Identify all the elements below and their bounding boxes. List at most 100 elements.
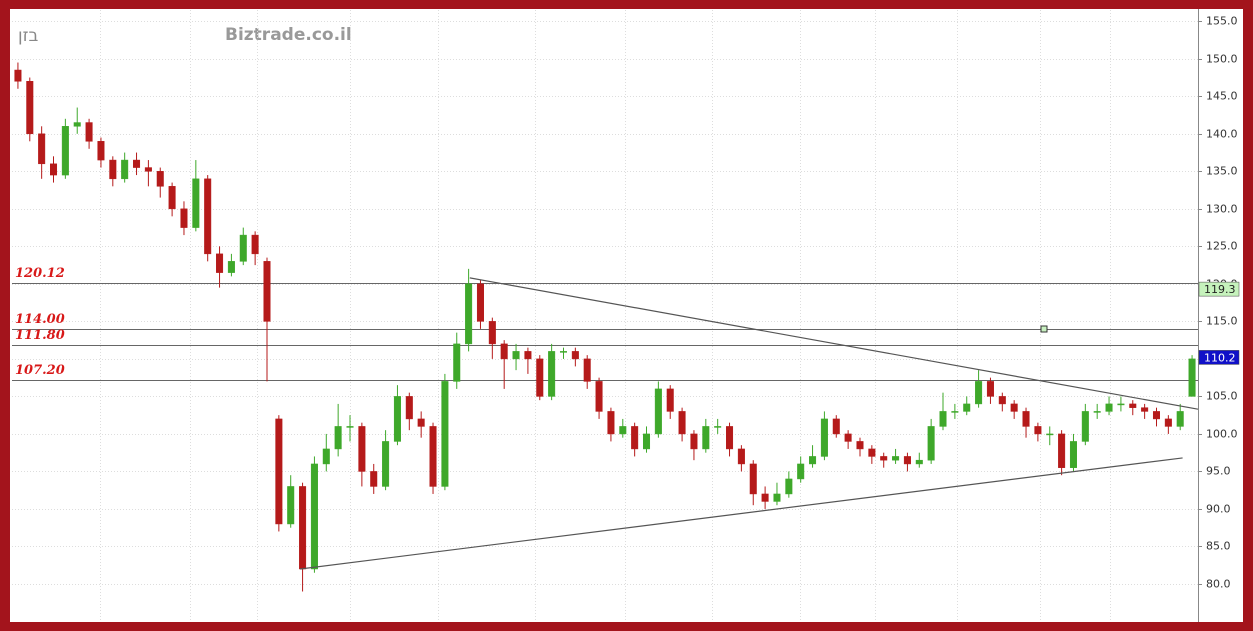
candle-body xyxy=(678,411,686,435)
candle-body xyxy=(939,411,947,427)
y-tick-label: 145.0 xyxy=(1206,90,1238,103)
candle-body xyxy=(239,234,247,262)
candle-body xyxy=(951,411,959,413)
candle-body xyxy=(1058,433,1066,468)
candle-body xyxy=(1152,411,1161,420)
candle-body xyxy=(251,234,259,255)
candle-body xyxy=(73,122,81,127)
candle-body xyxy=(1129,403,1137,408)
candle-body xyxy=(524,351,532,360)
candle-body xyxy=(832,418,840,435)
candle-body xyxy=(1117,403,1125,406)
trend-line xyxy=(300,457,1183,570)
candle-body xyxy=(559,351,568,353)
candle-body xyxy=(820,418,828,457)
price-tag-label: 110.2 xyxy=(1204,351,1236,364)
candle-body xyxy=(85,122,93,142)
candle-body xyxy=(915,459,923,465)
candle-body xyxy=(49,163,58,176)
chart-background xyxy=(10,9,1243,622)
candle-body xyxy=(1141,407,1149,412)
price-tag xyxy=(1198,350,1240,365)
level-label: 120.12 xyxy=(15,266,65,281)
level-label: 107.20 xyxy=(15,363,65,378)
candle-body xyxy=(275,418,283,525)
y-tick-label: 100.0 xyxy=(1206,428,1238,441)
y-tick-label: 85.0 xyxy=(1206,540,1231,553)
candle-body xyxy=(405,396,413,420)
level-label: 114.00 xyxy=(15,312,65,327)
candle-body xyxy=(465,283,473,345)
candle-body xyxy=(998,396,1006,405)
candle-body xyxy=(749,463,757,495)
candle-body xyxy=(702,426,710,450)
candle-body xyxy=(488,321,496,345)
candle-body xyxy=(216,253,224,273)
candle-body xyxy=(38,133,46,165)
candle-body xyxy=(476,283,484,322)
candle-body xyxy=(737,448,745,465)
candle-body xyxy=(868,448,876,457)
candle-body xyxy=(809,456,817,465)
candle-body xyxy=(299,486,307,570)
candle-body xyxy=(192,178,200,228)
candle-body xyxy=(690,433,698,450)
y-tick-label: 80.0 xyxy=(1206,578,1231,591)
candle-body xyxy=(1069,441,1077,468)
level-label: 111.80 xyxy=(15,328,65,343)
price-tag xyxy=(1198,281,1240,297)
candle-body xyxy=(393,396,401,442)
candle-body xyxy=(1105,403,1113,412)
y-tick-label: 90.0 xyxy=(1206,503,1231,516)
candle-body xyxy=(322,448,330,465)
candle-body xyxy=(1081,411,1089,442)
candle-body xyxy=(121,159,129,180)
candle-body xyxy=(263,261,271,322)
y-tick-label: 105.0 xyxy=(1206,390,1238,403)
chart-title: בזן xyxy=(18,26,39,46)
candle-body xyxy=(571,351,579,360)
candle-body xyxy=(856,441,864,450)
candle-body xyxy=(595,381,603,412)
candle-body xyxy=(903,456,911,465)
candle-body xyxy=(892,456,900,461)
candle-body xyxy=(666,388,674,412)
candle-body xyxy=(346,426,354,428)
candle-body xyxy=(180,208,188,228)
candle-body xyxy=(583,358,591,382)
y-tick-label: 150.0 xyxy=(1206,53,1238,66)
candle-body xyxy=(1188,358,1196,397)
candle-body xyxy=(1046,433,1054,436)
candle-body xyxy=(1164,418,1172,427)
y-tick-label: 155.0 xyxy=(1206,15,1238,28)
y-tick-label: 115.0 xyxy=(1206,315,1238,328)
candle-body xyxy=(500,343,508,360)
candle-body xyxy=(97,141,105,161)
y-tick-label: 95.0 xyxy=(1206,465,1231,478)
candle-body xyxy=(785,478,793,495)
price-tag-label: 119.3 xyxy=(1204,283,1236,296)
candle-body xyxy=(429,426,437,487)
candle-body xyxy=(1022,411,1030,427)
trend-line xyxy=(469,277,1199,410)
candle-body xyxy=(334,426,342,450)
candle-body xyxy=(227,261,235,273)
candle-body xyxy=(986,381,994,397)
y-tick-label: 135.0 xyxy=(1206,165,1238,178)
candle-body xyxy=(1034,426,1042,435)
candle-body xyxy=(773,493,781,502)
candle-body xyxy=(880,456,888,461)
marker xyxy=(1040,325,1048,333)
candle-body xyxy=(607,411,615,435)
y-tick-label: 125.0 xyxy=(1206,240,1238,253)
candle-body xyxy=(963,403,971,412)
candle-body xyxy=(726,426,734,450)
y-tick-label: 130.0 xyxy=(1206,203,1238,216)
candle-body xyxy=(417,418,425,427)
candle-body xyxy=(548,351,556,397)
candle-body xyxy=(1093,411,1101,413)
candle-body xyxy=(109,159,117,180)
